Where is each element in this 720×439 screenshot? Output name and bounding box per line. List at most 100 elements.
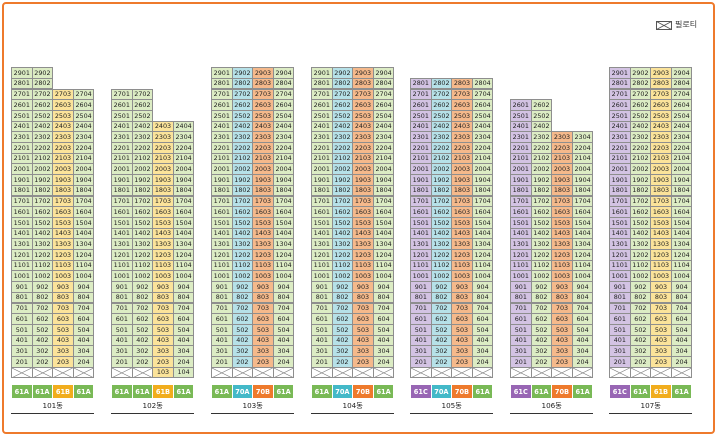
unit-cell: 2104 [471, 152, 494, 165]
unit-cell: 1004 [172, 270, 195, 283]
unit-type-tag: 61A [72, 384, 95, 399]
unit-cell: 703 [451, 302, 473, 315]
unit-cell: 2502 [131, 109, 154, 122]
unit-cell: 1602 [131, 206, 154, 218]
unit-cell: 1003 [252, 270, 274, 283]
unit-cell: 1004 [372, 270, 395, 283]
unit-cell: 2003 [451, 163, 473, 176]
unit-cell: 2104 [72, 152, 95, 165]
unit-cell: 2901 [11, 67, 33, 79]
unit-cell: 302 [231, 345, 254, 357]
unit-cell: 904 [172, 281, 195, 293]
unit-cell: 402 [231, 334, 254, 347]
unit-cell: 504 [272, 323, 295, 336]
unit-cell: 1901 [211, 174, 233, 186]
unit-type-tag: 61A [211, 384, 233, 399]
unit-cell: 2704 [372, 88, 395, 101]
unit-cell: 1501 [11, 216, 33, 229]
unit-cell: 1702 [31, 195, 54, 208]
unit-cell: 1303 [252, 238, 274, 250]
unit-cell: 1502 [629, 216, 652, 229]
unit-cell: 1501 [311, 216, 333, 229]
unit-cell: 2202 [231, 142, 254, 154]
unit-cell: 2404 [72, 120, 95, 133]
unit-cell: 1504 [670, 216, 693, 229]
unit-cell: 2303 [352, 131, 374, 143]
unit-cell: 1302 [131, 238, 154, 250]
unit-cell: 2602 [331, 99, 354, 111]
unit-cell: 1504 [272, 216, 295, 229]
unit-cell: 601 [410, 313, 432, 325]
unit-cell: 602 [629, 313, 652, 325]
unit-cell: 1602 [331, 206, 354, 218]
unit-cell: 1402 [231, 227, 254, 240]
unit-cell: 2501 [410, 109, 432, 122]
unit-cell: 2001 [609, 163, 631, 176]
unit-cell: 1003 [650, 270, 672, 283]
unit-cell: 1802 [131, 184, 154, 197]
unit-cell: 502 [629, 323, 652, 336]
unit-cell: 1704 [471, 195, 494, 208]
unit-cell: 603 [152, 313, 174, 325]
unit-cell: 2603 [352, 99, 374, 111]
unit-type-tag: 70B [451, 384, 473, 399]
unit-cell: 404 [72, 334, 95, 347]
unit-cell: 2802 [430, 77, 453, 90]
unit-cell: 1402 [131, 227, 154, 240]
unit-cell: 1504 [172, 216, 195, 229]
unit-type-tag: 61B [52, 384, 74, 399]
piloti-cell [551, 366, 573, 379]
unit-cell: 1303 [352, 238, 374, 250]
unit-cell: 2903 [252, 67, 274, 79]
unit-cell: 901 [211, 281, 233, 293]
unit-cell: 1403 [352, 227, 374, 240]
unit-cell: 2002 [331, 163, 354, 176]
unit-cell: 2404 [272, 120, 295, 133]
unit-cell: 1103 [52, 259, 74, 272]
unit-cell: 2003 [52, 163, 74, 176]
unit-cell: 1502 [530, 216, 553, 229]
unit-cell: 2504 [272, 109, 295, 122]
unit-cell: 1202 [331, 249, 354, 261]
unit-cell: 1202 [430, 249, 453, 261]
unit-cell: 1501 [609, 216, 631, 229]
unit-cell: 604 [272, 313, 295, 325]
unit-cell: 1903 [252, 174, 274, 186]
unit-cell: 2902 [629, 67, 652, 79]
unit-cell: 1503 [252, 216, 274, 229]
piloti-cell [372, 366, 395, 379]
unit-cell: 302 [629, 345, 652, 357]
unit-cell: 1404 [172, 227, 195, 240]
unit-cell: 1701 [410, 195, 432, 208]
unit-cell: 1201 [311, 249, 333, 261]
unit-cell: 804 [372, 291, 395, 304]
unit-cell: 1501 [111, 216, 133, 229]
unit-cell: 904 [471, 281, 494, 293]
unit-cell: 1102 [629, 259, 652, 272]
unit-cell: 1704 [272, 195, 295, 208]
unit-cell: 2104 [372, 152, 395, 165]
unit-cell: 1404 [571, 227, 594, 240]
unit-cell: 1203 [252, 249, 274, 261]
unit-cell: 1103 [451, 259, 473, 272]
unit-type-tag: 61B [152, 384, 174, 399]
unit-cell: 1602 [31, 206, 54, 218]
unit-cell: 2103 [252, 152, 274, 165]
unit-cell: 2302 [331, 131, 354, 143]
unit-cell: 803 [551, 291, 573, 304]
unit-type-tag: 61A [272, 384, 295, 399]
unit-cell: 1704 [172, 195, 195, 208]
unit-cell: 2302 [231, 131, 254, 143]
unit-cell: 2501 [510, 109, 532, 122]
unit-cell: 802 [131, 291, 154, 304]
unit-cell: 2602 [231, 99, 254, 111]
unit-cell: 1401 [410, 227, 432, 240]
unit-cell: 1003 [551, 270, 573, 283]
unit-cell: 2103 [52, 152, 74, 165]
building-label: 106동 [510, 399, 594, 414]
unit-cell: 1404 [670, 227, 693, 240]
unit-cell: 2004 [172, 163, 195, 176]
unit-cell: 1104 [670, 259, 693, 272]
unit-cell: 904 [72, 281, 95, 293]
unit-type-tag: 70B [352, 384, 374, 399]
